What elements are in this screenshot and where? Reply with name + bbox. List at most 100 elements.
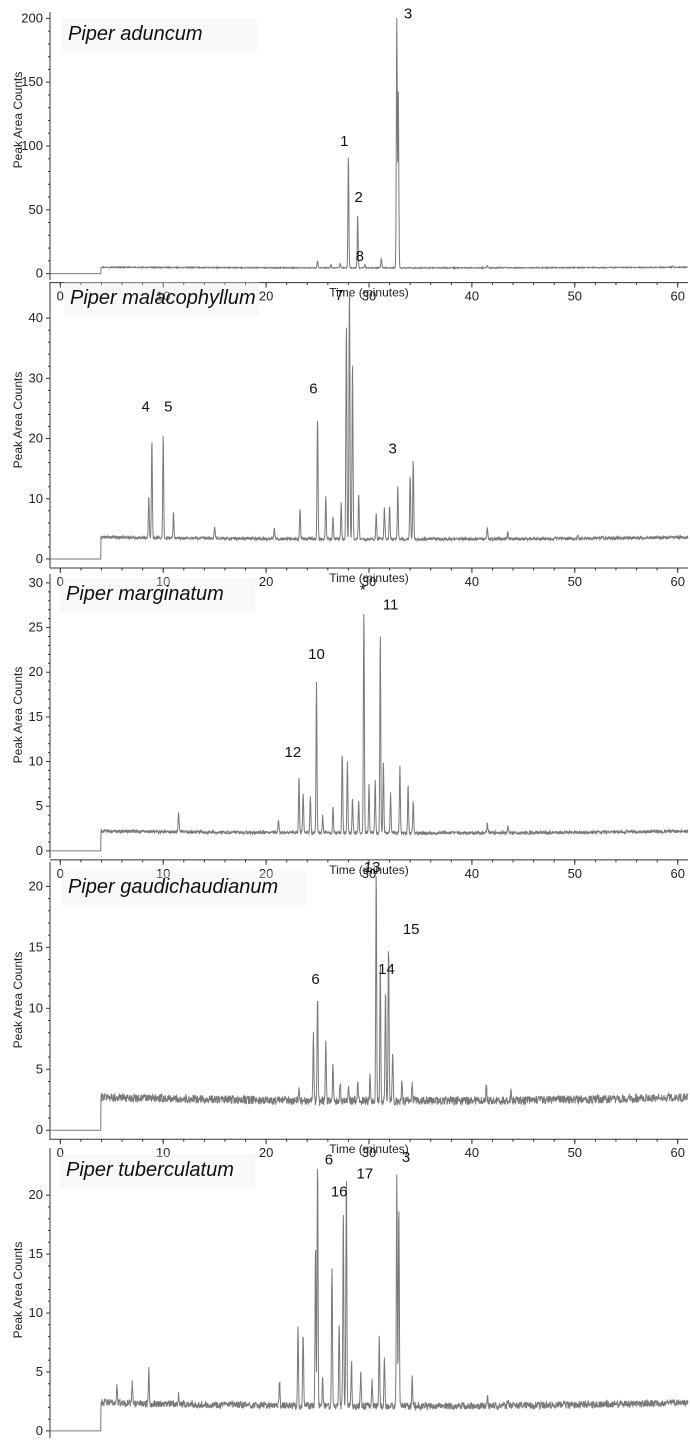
- x-axis-title: Time (minutes): [329, 571, 409, 585]
- y-tick-label: 5: [36, 1364, 43, 1379]
- y-tick-label: 40: [29, 310, 43, 325]
- x-tick-label: 30: [362, 1145, 376, 1160]
- y-tick-label: 20: [29, 878, 43, 893]
- title-band: [62, 871, 307, 905]
- chromatogram-trace: [50, 875, 689, 1131]
- y-tick-label: 0: [36, 551, 43, 566]
- x-tick-label: 40: [465, 289, 479, 304]
- panel-title: Piper malacophyllum: [70, 287, 256, 309]
- chart-panel-3: 0 5 10 15 20 25 30 0 10 20 30 40 50 60 Peak Area Count…: [11, 574, 689, 881]
- x-tick-label: 20: [259, 574, 273, 589]
- y-tick-label: 10: [29, 1000, 43, 1015]
- title-band: [60, 578, 255, 612]
- x-tick-label: 10: [156, 866, 170, 881]
- chart-panel-5: 0 5 10 15 20 Peak Area Counts Piper tuberculat…: [11, 1148, 689, 1438]
- y-axis-title: Peak Area Counts: [11, 667, 25, 764]
- y-tick-label: 5: [36, 1061, 43, 1076]
- y-tick-label: 30: [29, 370, 43, 385]
- x-axis-title: Time (minutes): [329, 1142, 409, 1156]
- x-tick-label: 50: [568, 1145, 582, 1160]
- y-tick-label: 20: [29, 431, 43, 446]
- peak-label: *: [360, 582, 366, 599]
- peak-label: 3: [402, 1149, 410, 1166]
- x-tick-label: 30: [362, 866, 376, 881]
- x-tick-label: 0: [57, 866, 64, 881]
- y-axis-title: Peak Area Counts: [11, 952, 25, 1049]
- x-tick-label: 10: [156, 1145, 170, 1160]
- x-tick-label: 20: [259, 1145, 273, 1160]
- peak-label: 2: [355, 189, 363, 206]
- peak-label: 11: [383, 597, 399, 614]
- chromatogram-trace: [50, 17, 688, 275]
- title-band: [62, 18, 257, 52]
- x-tick-label: 40: [465, 866, 479, 881]
- peak-label: 8: [356, 248, 364, 265]
- x-tick-label: 60: [670, 289, 684, 304]
- peak-label: 14: [378, 961, 395, 978]
- peak-label: 3: [388, 441, 396, 458]
- x-tick-label: 40: [465, 1145, 479, 1160]
- x-tick-label: 20: [259, 289, 273, 304]
- panel-title: Piper tuberculatum: [66, 1159, 234, 1181]
- peak-label: 3: [404, 5, 412, 22]
- x-tick-label: 10: [156, 574, 170, 589]
- peak-label: 6: [311, 971, 319, 988]
- x-tick-label: 50: [568, 574, 582, 589]
- y-tick-label: 20: [29, 1187, 43, 1202]
- x-tick-label: 0: [57, 1145, 64, 1160]
- y-tick-label: 15: [29, 709, 43, 724]
- y-tick-label: 30: [29, 575, 43, 590]
- y-tick-label: 10: [29, 754, 43, 769]
- chromatogram-trace: [50, 292, 689, 560]
- peak-label: 5: [164, 398, 172, 415]
- y-tick-label: 50: [29, 202, 43, 217]
- y-tick-label: 10: [29, 491, 43, 506]
- x-axis-title: Time (minutes): [329, 863, 409, 877]
- peak-label: 12: [285, 744, 302, 761]
- y-axis-title: Peak Area Counts: [11, 72, 25, 169]
- chromatogram-trace: [50, 614, 689, 852]
- peak-label: 16: [331, 1183, 348, 1200]
- peak-label: 15: [403, 921, 420, 938]
- y-tick-label: 150: [21, 74, 43, 89]
- peak-label: 1: [340, 133, 348, 150]
- y-tick-label: 20: [29, 664, 43, 679]
- peak-label: 7: [335, 287, 343, 304]
- peak-label: 17: [357, 1166, 374, 1183]
- peak-label: 4: [142, 398, 150, 415]
- title-band: [60, 1154, 255, 1188]
- peak-label: 6: [325, 1152, 333, 1169]
- x-tick-label: 50: [568, 866, 582, 881]
- y-tick-label: 15: [29, 1246, 43, 1261]
- peak-label: 10: [308, 646, 325, 663]
- y-tick-label: 200: [21, 10, 43, 25]
- x-tick-label: 60: [670, 866, 684, 881]
- x-tick-label: 30: [362, 574, 376, 589]
- y-tick-label: 0: [36, 1423, 43, 1438]
- panel-title: Piper gaudichaudianum: [68, 876, 278, 898]
- title-band: [64, 282, 259, 316]
- y-tick-label: 15: [29, 939, 43, 954]
- panel-title: Piper marginatum: [66, 583, 224, 605]
- x-tick-label: 0: [57, 574, 64, 589]
- x-tick-label: 60: [670, 1145, 684, 1160]
- panel-title: Piper aduncum: [68, 23, 203, 45]
- x-tick-label: 20: [259, 866, 273, 881]
- y-axis-title: Peak Area Counts: [11, 372, 25, 469]
- chromatogram-trace: [50, 1168, 689, 1432]
- peak-label: 6: [309, 380, 317, 397]
- x-tick-label: 0: [57, 289, 64, 304]
- chart-panel-1: 0 50 100 150 200 0 10 20 30 40 50 60 Peak Area Count…: [11, 5, 688, 304]
- x-tick-label: 40: [465, 574, 479, 589]
- peak-label: 13: [364, 859, 381, 876]
- y-tick-label: 10: [29, 1305, 43, 1320]
- y-tick-label: 0: [36, 266, 43, 281]
- x-tick-label: 60: [670, 574, 684, 589]
- x-tick-label: 30: [362, 289, 376, 304]
- y-tick-label: 0: [36, 843, 43, 858]
- y-tick-label: 25: [29, 620, 43, 635]
- y-tick-label: 5: [36, 798, 43, 813]
- y-tick-label: 0: [36, 1122, 43, 1137]
